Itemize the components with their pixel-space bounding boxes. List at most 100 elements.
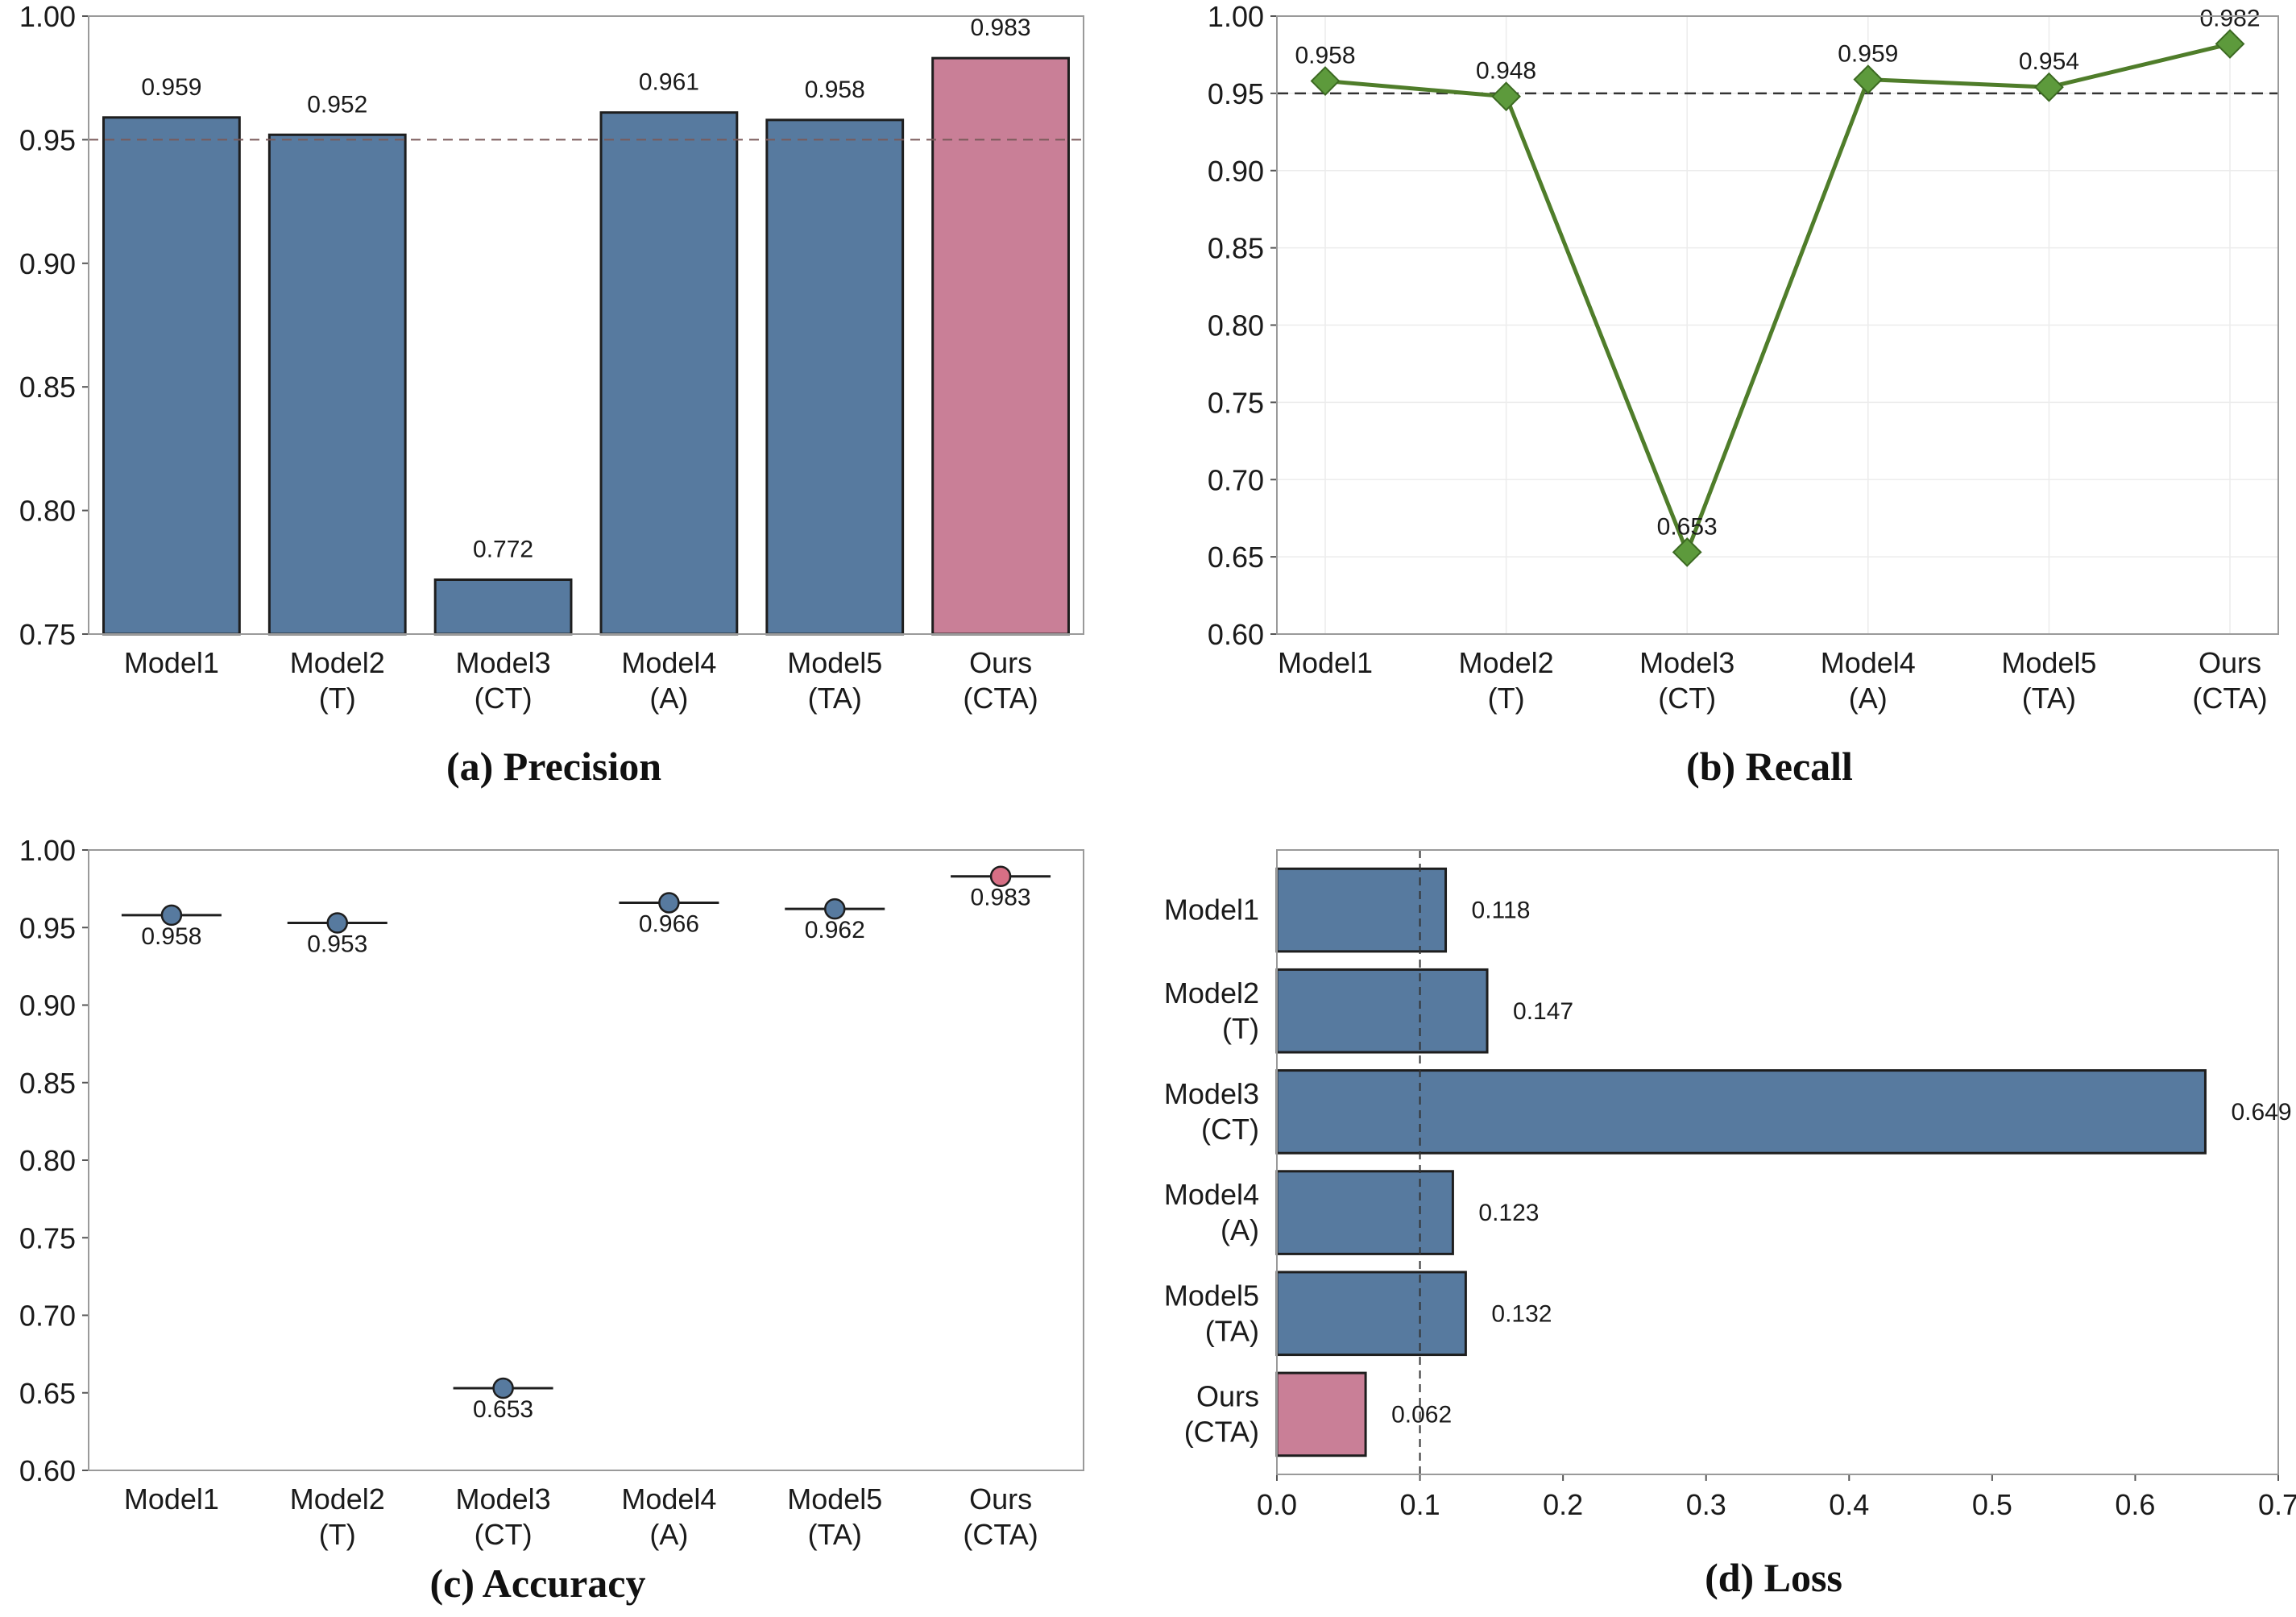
loss-bar [1275, 968, 1489, 1054]
category-label: Model5 [2001, 646, 2096, 679]
x-tick-label: 0.6 [2115, 1488, 2155, 1521]
data-label: 0.966 [639, 910, 699, 937]
y-tick-label: 0.80 [19, 1144, 76, 1177]
data-label: 0.653 [473, 1396, 533, 1423]
category-label: Model4 [621, 646, 716, 679]
recall-point [2215, 29, 2245, 59]
plot-frame [1276, 849, 2279, 1475]
caption: (a) Precision [446, 744, 661, 789]
category-label: Model1 [124, 646, 219, 679]
category-label: (TA) [1205, 1314, 1259, 1347]
data-label: 0.954 [2019, 48, 2079, 75]
data-label: 0.132 [1491, 1300, 1552, 1327]
category-label: (CTA) [1184, 1415, 1259, 1448]
category-label: (TA) [808, 1518, 862, 1551]
data-label: 0.118 [1472, 898, 1531, 924]
category-label: Model5 [787, 646, 882, 679]
x-tick-label: 0.0 [1257, 1488, 1297, 1521]
accuracy-panel: 0.60 0.65 0.70 0.75 0.80 0.85 0.90 0.95 1.00 0.95… [19, 834, 1084, 1606]
caption: (b) Recall [1686, 744, 1853, 789]
category-label: Model2 [290, 1482, 385, 1515]
data-label: 0.962 [805, 917, 865, 943]
y-tick-label: 0.95 [1208, 77, 1264, 110]
data-label: 0.959 [1838, 41, 1898, 68]
recall-series-line [1324, 42, 2231, 554]
y-tick-label: 0.60 [1208, 618, 1264, 651]
x-tick-label: 0.2 [1543, 1488, 1583, 1521]
y-tick-label: 0.85 [1208, 232, 1264, 265]
x-tick-label: 0.5 [1972, 1488, 2012, 1521]
y-tick-label: 0.60 [19, 1454, 76, 1487]
x-tick-label: 0.7 [2258, 1488, 2296, 1521]
loss-panel: 0.0 0.1 0.2 0.3 0.4 0.5 0.6 0.7 0.118 Model1 0.147… [1164, 849, 2296, 1600]
accuracy-point [658, 892, 680, 914]
y-tick-label: 0.80 [1208, 309, 1264, 342]
plot-frame [88, 849, 1084, 1471]
precision-bar [765, 118, 905, 636]
precision-bar [433, 578, 573, 636]
data-label: 0.953 [307, 931, 367, 957]
precision-bar [599, 111, 739, 636]
category-label: Model1 [124, 1482, 219, 1515]
data-label: 0.649 [2231, 1099, 2291, 1126]
category-label: Model1 [1164, 893, 1259, 927]
x-tick-label: 0.4 [1829, 1488, 1869, 1521]
recall-point [1310, 66, 1341, 96]
accuracy-point [160, 904, 183, 927]
caption: (c) Accuracy [430, 1561, 646, 1606]
recall-point [1672, 537, 1702, 567]
y-tick-label: 0.75 [19, 618, 76, 651]
category-label: Model3 [456, 1482, 551, 1515]
y-tick-label: 0.70 [1208, 463, 1264, 496]
y-tick-label: 0.90 [19, 247, 76, 280]
category-label: Model4 [1164, 1178, 1259, 1211]
loss-bar [1275, 1069, 2207, 1155]
category-label: Model2 [290, 646, 385, 679]
y-tick-label: 0.80 [19, 495, 76, 528]
category-label: Model3 [1639, 646, 1734, 679]
category-label: (CTA) [963, 1518, 1038, 1551]
recall-point [1491, 81, 1522, 112]
data-label: 0.147 [1513, 998, 1573, 1025]
data-label: 0.959 [141, 74, 201, 101]
category-label: (TA) [808, 682, 862, 715]
category-label: Model3 [456, 646, 551, 679]
y-tick-label: 1.00 [1208, 0, 1264, 33]
loss-bar [1275, 1371, 1367, 1457]
precision-bar [931, 56, 1070, 636]
category-label: Model5 [1164, 1279, 1259, 1312]
category-label: Model4 [621, 1482, 716, 1515]
accuracy-point [824, 898, 846, 920]
data-label: 0.123 [1478, 1200, 1539, 1226]
data-label: 0.062 [1391, 1401, 1452, 1428]
y-tick-label: 0.95 [19, 911, 76, 944]
category-label: (T) [319, 1518, 356, 1551]
category-label: (CT) [1201, 1113, 1259, 1146]
y-tick-label: 0.85 [19, 371, 76, 404]
category-label: Ours [969, 1482, 1032, 1515]
category-label: Model2 [1164, 976, 1259, 1010]
precision-panel: 0.75 0.80 0.85 0.90 0.95 1.00 0.959 Model1 0.952… [19, 0, 1084, 789]
data-label: 0.982 [2199, 6, 2260, 32]
y-tick-label: 0.75 [1208, 386, 1264, 419]
category-label: (A) [649, 682, 688, 715]
category-label: Model5 [787, 1482, 882, 1515]
caption: (d) Loss [1705, 1555, 1842, 1600]
data-label: 0.983 [971, 15, 1031, 41]
y-tick-label: 0.70 [19, 1300, 76, 1333]
precision-bar [102, 116, 241, 636]
category-label: (T) [319, 682, 356, 715]
data-label: 0.958 [1295, 43, 1355, 69]
category-label: (A) [649, 1518, 688, 1551]
category-label: (A) [1221, 1213, 1259, 1246]
y-tick-label: 1.00 [19, 834, 76, 867]
accuracy-point [989, 865, 1012, 887]
recall-panel: 0.60 0.65 0.70 0.75 0.80 0.85 0.90 0.95 1.00 0.95… [1208, 0, 2279, 789]
loss-bar [1275, 867, 1448, 953]
data-label: 0.772 [473, 537, 533, 563]
data-label: 0.952 [307, 91, 367, 118]
loss-bar [1275, 1271, 1467, 1357]
accuracy-point [326, 912, 348, 934]
y-tick-label: 0.95 [19, 123, 76, 156]
category-label: Ours [1196, 1379, 1259, 1412]
